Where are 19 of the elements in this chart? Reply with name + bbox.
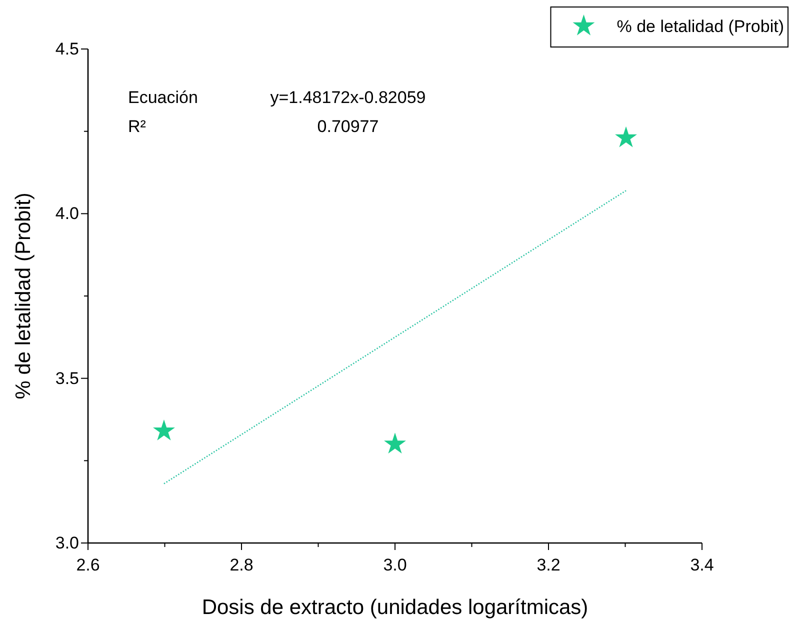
x-axis-title: Dosis de extracto (unidades logarítmicas)	[202, 596, 588, 619]
annotation: 0.70977	[317, 117, 379, 136]
x-tick-label: 2.8	[230, 556, 254, 575]
y-tick-label: 4.0	[55, 204, 79, 224]
y-tick-label: 4.5	[55, 39, 79, 58]
x-tick-label: 3.0	[383, 556, 407, 575]
annotation: R²	[128, 117, 146, 136]
point	[384, 432, 406, 454]
annotation: y=1.48172x-0.82059	[270, 88, 426, 107]
y-tick-label: 3.0	[55, 533, 79, 552]
y-tick-label: 3.5	[55, 368, 79, 388]
x-tick-label: 3.2	[536, 556, 560, 575]
x-tick-label: 3.4	[690, 556, 714, 575]
point	[152, 419, 175, 440]
legend-label: % de letalidad (Probit)	[616, 17, 784, 36]
point	[615, 126, 638, 148]
y-axis-title: % de letalidad (Probit)	[12, 192, 35, 400]
x-tick-label: 2.6	[76, 556, 100, 575]
annotation: Ecuación	[128, 88, 198, 107]
